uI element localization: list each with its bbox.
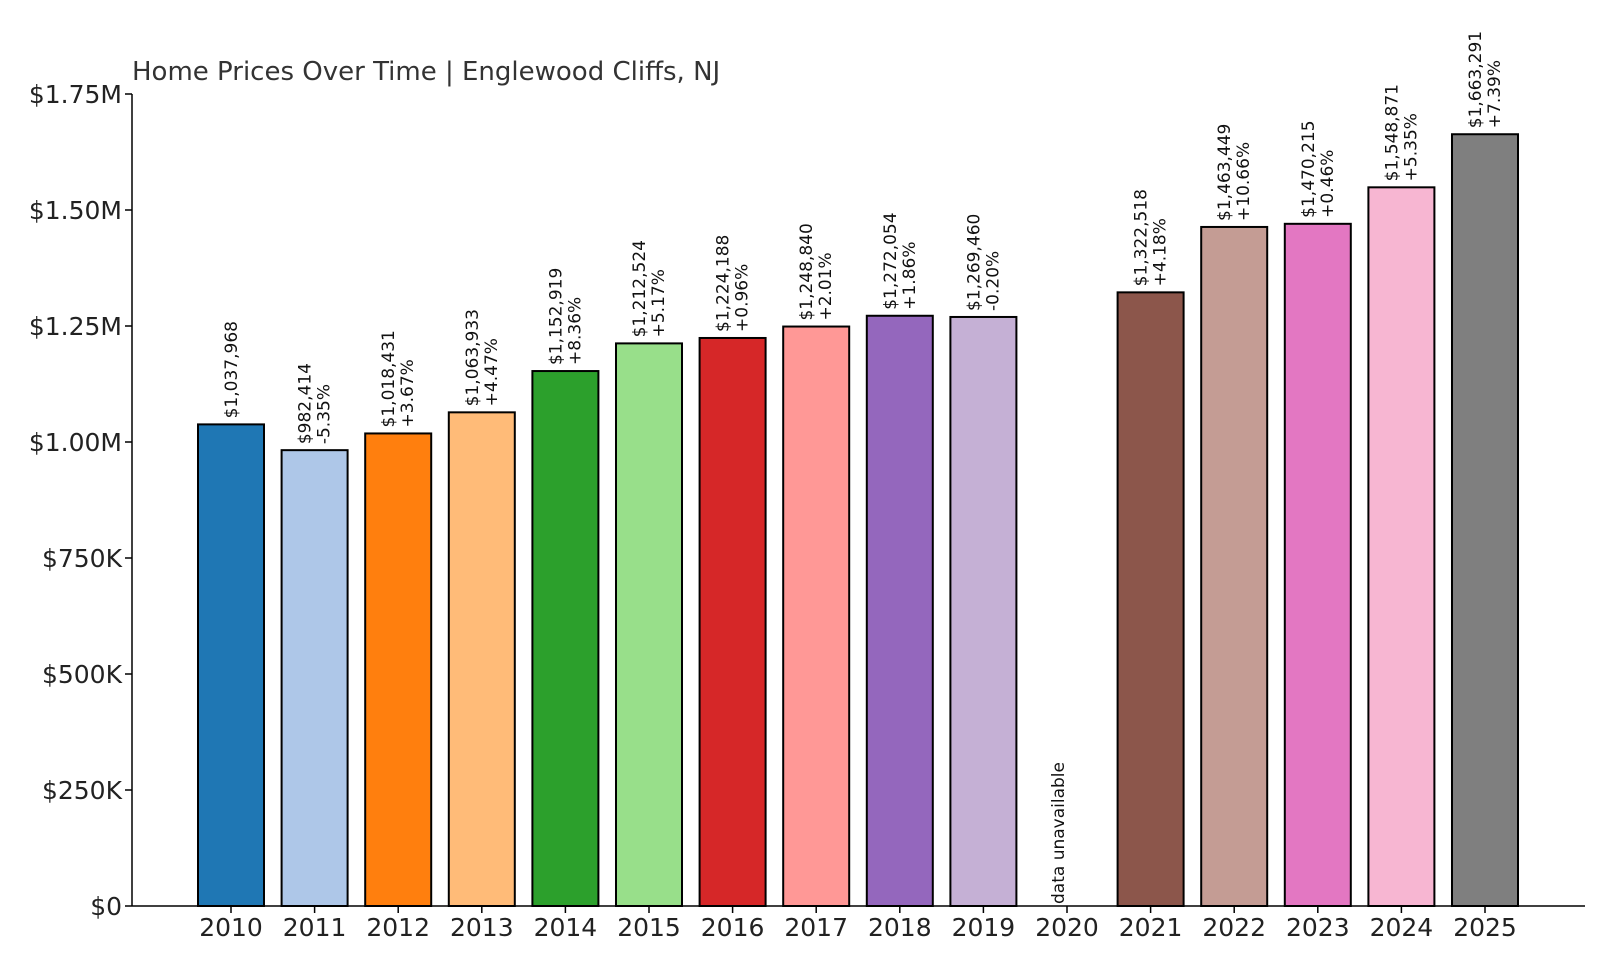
x-tick-label: 2016 [701, 913, 765, 942]
value-label-2017: $1,248,840 [797, 223, 817, 320]
x-tick-label: 2025 [1453, 913, 1517, 942]
value-label-2010: $1,037,968 [222, 321, 242, 418]
change-label-2022: +10.66% [1234, 142, 1254, 221]
bars [197, 133, 1519, 908]
bar-2023 [1283, 222, 1352, 907]
value-label-2018: $1,272,054 [881, 212, 901, 309]
bar-2014 [531, 370, 600, 907]
x-axis: 2010 2011 2012 2013 2014 2015 2016 2017 2018 2019… [132, 905, 1585, 942]
bar-2025 [1451, 133, 1519, 907]
value-label-2023: $1,470,215 [1299, 120, 1319, 217]
y-tick-label: $0 [90, 892, 122, 921]
x-tick-label: 2024 [1370, 913, 1434, 942]
change-label-2012: +3.67% [398, 359, 418, 427]
change-label-2011: -5.35% [315, 384, 335, 444]
change-label-2014: +8.36% [565, 297, 585, 365]
value-label-2019: $1,269,460 [964, 214, 984, 311]
bar-labels: $1,037,968 $982,414 -5.35% $1,018,431 +3.67%… [222, 31, 1505, 904]
y-tick-label: $500K [42, 660, 123, 689]
change-label-2024: +5.35% [1401, 113, 1421, 181]
value-label-2014: $1,152,919 [546, 268, 566, 365]
x-tick-label: 2019 [952, 913, 1016, 942]
missing-data-label: data unavailable [1049, 762, 1069, 904]
value-label-2025: $1,663,291 [1466, 31, 1486, 128]
x-tick-label: 2014 [534, 913, 598, 942]
y-axis: $0 $250K $500K $750K $1.00M $1.25M $1.50M $1.75… [29, 80, 133, 921]
bar-2021 [1116, 291, 1185, 908]
x-tick-label: 2017 [784, 913, 848, 942]
bar-2022 [1200, 225, 1269, 908]
bar-2016 [698, 336, 767, 908]
bar-2019 [949, 315, 1018, 907]
x-tick-label: 2018 [868, 913, 932, 942]
value-label-2011: $982,414 [296, 363, 316, 444]
x-tick-label: 2010 [199, 913, 263, 942]
change-label-2025: +7.39% [1485, 60, 1505, 128]
bar-2017 [782, 325, 851, 907]
x-tick-label: 2023 [1286, 913, 1350, 942]
change-label-2021: +4.18% [1151, 218, 1171, 286]
y-tick-label: $250K [42, 776, 123, 805]
value-label-2016: $1,224,188 [714, 235, 734, 332]
x-tick-label: 2013 [450, 913, 514, 942]
x-tick-label: 2021 [1119, 913, 1183, 942]
change-label-2013: +4.47% [482, 338, 502, 406]
change-label-2015: +5.17% [649, 269, 669, 337]
y-tick-label: $1.00M [29, 428, 122, 457]
bar-2013 [447, 411, 516, 907]
y-tick-label: $750K [42, 544, 123, 573]
y-tick-label: $1.50M [29, 196, 122, 225]
value-label-2021: $1,322,518 [1132, 189, 1152, 286]
x-tick-label: 2011 [283, 913, 347, 942]
bar-2024 [1367, 186, 1436, 907]
chart-title: Home Prices Over Time | Englewood Cliffs… [132, 57, 720, 87]
change-label-2016: +0.96% [733, 264, 753, 332]
change-label-2023: +0.46% [1318, 150, 1338, 218]
bar-2011 [280, 449, 349, 907]
bar-2010 [197, 423, 265, 907]
value-label-2015: $1,212,524 [630, 240, 650, 337]
x-tick-label: 2012 [366, 913, 430, 942]
value-label-2013: $1,063,933 [463, 309, 483, 406]
bar-2018 [865, 314, 934, 907]
change-label-2017: +2.01% [816, 252, 836, 320]
change-label-2018: +1.86% [900, 242, 920, 310]
x-tick-label: 2015 [617, 913, 681, 942]
y-tick-label: $1.25M [29, 312, 122, 341]
value-label-2024: $1,548,871 [1382, 84, 1402, 181]
y-tick-label: $1.75M [29, 80, 122, 109]
bar-2012 [364, 432, 433, 907]
value-label-2022: $1,463,449 [1215, 124, 1235, 221]
value-label-2012: $1,018,431 [379, 330, 399, 427]
bar-2015 [615, 342, 683, 907]
x-tick-label: 2020 [1035, 913, 1099, 942]
change-label-2019: -0.20% [983, 251, 1003, 311]
x-tick-label: 2022 [1202, 913, 1266, 942]
